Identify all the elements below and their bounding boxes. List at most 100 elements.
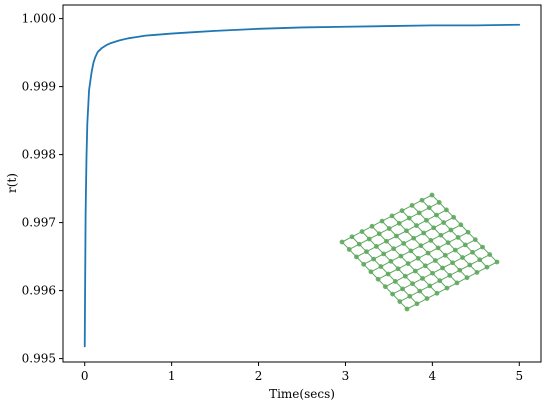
lattice-node: [412, 268, 418, 274]
lattice-node: [448, 227, 454, 233]
lattice-node: [430, 270, 435, 276]
lattice-node: [388, 258, 394, 264]
lattice-node: [465, 229, 471, 235]
x-axis-ticks: 0 1 2 3 4 5: [81, 362, 523, 383]
x-tick-label: 4: [429, 369, 437, 383]
lattice-inset: [339, 192, 500, 312]
lattice-node: [414, 301, 420, 307]
lattice-node: [415, 255, 421, 261]
lattice-node: [474, 270, 480, 275]
lattice-node: [440, 265, 445, 271]
lattice-node: [379, 218, 385, 224]
lattice-node: [424, 217, 429, 223]
lattice-node: [434, 212, 439, 218]
lattice-node: [447, 273, 453, 278]
lattice-node: [385, 271, 391, 277]
x-tick-label: 2: [255, 369, 263, 383]
x-tick-label: 0: [81, 369, 89, 383]
lattice-node: [410, 281, 415, 287]
lattice-node: [402, 273, 408, 279]
lattice-node: [368, 269, 374, 275]
lattice-node: [404, 228, 409, 234]
lattice-node: [432, 258, 438, 263]
lattice-node: [420, 276, 425, 281]
y-tick-label: 0.997: [22, 216, 56, 230]
lattice-node: [441, 220, 447, 225]
lattice-node: [394, 233, 399, 239]
lattice-node: [494, 259, 500, 265]
lattice-node: [366, 236, 372, 242]
lattice-node: [399, 208, 405, 214]
lattice-node: [422, 263, 428, 269]
lattice-node: [401, 241, 407, 246]
lattice-node: [434, 290, 440, 296]
lattice-node: [419, 197, 425, 203]
lattice-node: [416, 210, 422, 216]
lattice-node: [455, 235, 461, 240]
lattice-node: [397, 299, 403, 304]
lattice-node: [452, 247, 458, 253]
lattice-node: [458, 222, 464, 228]
y-axis-label: r(t): [5, 173, 19, 193]
lattice-node: [395, 266, 401, 272]
lattice-node: [400, 286, 405, 292]
lattice-node: [407, 293, 413, 299]
lattice-node: [378, 264, 384, 269]
lattice-node: [424, 296, 430, 301]
lattice-node: [371, 256, 377, 262]
lattice-node: [438, 232, 444, 238]
lattice-node: [414, 223, 419, 228]
lattice-node: [429, 192, 435, 198]
lattice-node: [450, 260, 455, 266]
lattice-node: [408, 248, 414, 254]
lattice-node: [356, 241, 362, 247]
lattice-node: [445, 240, 451, 246]
y-tick-label: 0.998: [22, 148, 56, 162]
lattice-node: [346, 247, 352, 252]
lattice-node: [477, 257, 483, 263]
lattice-node: [436, 200, 442, 205]
lattice-node: [454, 280, 460, 286]
lattice-node: [354, 254, 359, 260]
lattice-node: [386, 226, 392, 231]
lattice-node: [376, 231, 382, 237]
lattice-node: [375, 276, 381, 282]
lattice-node: [457, 267, 463, 273]
lattice-node: [391, 246, 397, 252]
y-axis-ticks: 0.995 0.996 0.997 0.998 0.999 1.000: [22, 12, 63, 366]
lattice-node: [405, 261, 411, 266]
lattice-node: [444, 285, 450, 291]
lattice-node: [442, 252, 448, 258]
lattice-node: [361, 261, 367, 267]
lattice-node: [409, 203, 415, 208]
lattice-node: [418, 243, 424, 249]
lattice-node: [417, 288, 423, 294]
lattice-node: [470, 249, 475, 255]
x-axis-label: Time(secs): [269, 387, 335, 401]
lattice-node: [464, 275, 470, 281]
lattice-node: [396, 220, 402, 226]
lattice-node: [389, 213, 395, 219]
lattice-node: [404, 306, 410, 312]
lattice-node: [444, 207, 449, 213]
y-tick-label: 0.996: [22, 284, 56, 298]
lattice-node: [487, 252, 493, 257]
lattice-node: [364, 249, 369, 255]
lattice-node: [427, 283, 433, 289]
lattice-node: [384, 238, 389, 244]
lattice-node: [426, 205, 432, 211]
lattice-node: [451, 214, 457, 220]
plot-area: 0 1 2 3 4 5 0.995 0.996 0.997 0.998 0.999 1.000: [22, 4, 542, 383]
lattice-node: [425, 250, 431, 256]
x-tick-label: 5: [515, 369, 523, 383]
lattice-node: [390, 291, 395, 297]
lattice-node: [484, 264, 490, 270]
lattice-node: [437, 278, 443, 284]
lattice-node: [428, 238, 434, 243]
x-tick-label: 1: [168, 369, 176, 383]
lattice-node: [339, 239, 345, 245]
lattice-node: [472, 237, 478, 243]
lattice-node: [398, 253, 404, 259]
lattice-node: [462, 242, 468, 248]
